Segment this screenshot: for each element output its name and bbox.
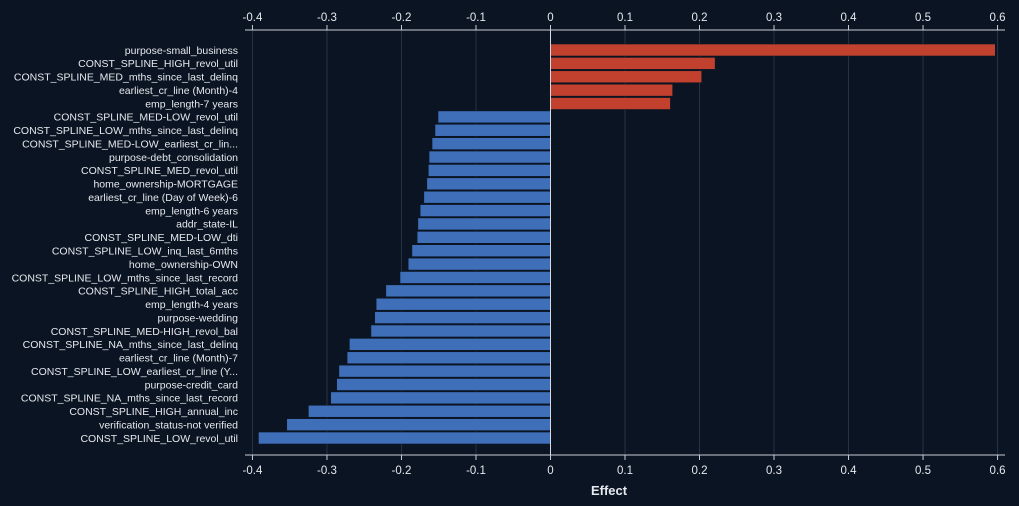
category-label: CONST_SPLINE_MED_revol_util — [81, 165, 238, 177]
x-axis-title: Effect — [591, 483, 628, 498]
bar — [286, 418, 551, 431]
bar — [417, 217, 551, 231]
category-label: CONST_SPLINE_MED_mths_since_last_delinq — [14, 72, 238, 84]
bar — [349, 338, 551, 351]
category-label: CONST_SPLINE_LOW_mths_since_last_delinq — [13, 125, 238, 137]
category-label: CONST_SPLINE_HIGH_annual_inc — [69, 406, 238, 418]
category-label: CONST_SPLINE_LOW_mths_since_last_record — [12, 272, 239, 284]
bar — [550, 97, 671, 110]
category-label: earliest_cr_line (Day of Week)-6 — [88, 192, 238, 204]
category-label: verification_status-not verified — [99, 419, 238, 431]
top-tick-label: -0.1 — [466, 12, 486, 24]
category-label: CONST_SPLINE_LOW_revol_util — [80, 433, 238, 445]
category-label: addr_state-IL — [176, 219, 238, 231]
bar — [338, 364, 551, 378]
category-label: CONST_SPLINE_LOW_inq_last_6mths — [52, 246, 238, 258]
bar — [428, 150, 551, 164]
category-label: CONST_SPLINE_HIGH_total_acc — [78, 286, 238, 298]
top-tick-label: -0.4 — [243, 12, 263, 24]
bar — [416, 231, 551, 244]
bottom-tick-label: 0.2 — [692, 465, 708, 477]
bottom-tick-label: 0.5 — [915, 465, 931, 477]
top-tick-label: 0.5 — [915, 12, 931, 24]
category-label: earliest_cr_line (Month)-4 — [119, 85, 238, 97]
top-tick-label: -0.2 — [392, 12, 412, 24]
category-label: home_ownership-OWN — [129, 259, 238, 271]
bottom-tick-label: 0.4 — [841, 465, 858, 477]
bottom-tick-label: 0.1 — [617, 465, 633, 477]
bottom-tick-label: 0.6 — [990, 465, 1006, 477]
bottom-tick-label: -0.1 — [466, 465, 486, 477]
bar — [336, 378, 551, 391]
bar — [411, 244, 551, 257]
category-label: home_ownership-MORTGAGE — [93, 179, 238, 191]
bottom-tick-label: 0 — [547, 465, 553, 477]
top-tick-label: 0.2 — [692, 12, 708, 24]
category-label: emp_length-7 years — [145, 98, 238, 110]
category-label: CONST_SPLINE_HIGH_revol_util — [78, 58, 238, 70]
bar — [434, 123, 551, 137]
bar — [550, 70, 703, 84]
top-tick-label: 0 — [547, 12, 553, 24]
bar — [427, 164, 551, 177]
category-label: CONST_SPLINE_NA_mths_since_last_record — [21, 393, 238, 405]
bar — [346, 351, 551, 365]
bar — [407, 257, 551, 271]
top-tick-label: 0.6 — [990, 12, 1006, 24]
category-label: purpose-wedding — [157, 312, 238, 324]
bar — [437, 110, 551, 124]
top-tick-label: -0.3 — [317, 12, 337, 24]
bar — [330, 391, 551, 405]
bottom-tick-label: -0.3 — [317, 465, 337, 477]
category-label: CONST_SPLINE_MED-LOW_earliest_cr_lin... — [22, 138, 238, 150]
category-label: CONST_SPLINE_LOW_earliest_cr_line (Y... — [31, 366, 238, 378]
bottom-tick-label: 0.3 — [766, 465, 782, 477]
bottom-tick-label: -0.2 — [392, 465, 412, 477]
bar — [375, 297, 551, 311]
category-label: CONST_SPLINE_NA_mths_since_last_delinq — [23, 339, 239, 351]
category-label: purpose-small_business — [125, 45, 238, 57]
bar — [423, 190, 551, 204]
category-labels: purpose-small_businessCONST_SPLINE_HIGH_… — [12, 45, 239, 445]
category-label: purpose-debt_consolidation — [109, 152, 238, 164]
bar — [385, 284, 551, 298]
category-label: emp_length-6 years — [145, 205, 238, 217]
bottom-tick-label: -0.4 — [243, 465, 263, 477]
bar — [308, 404, 551, 418]
category-label: earliest_cr_line (Month)-7 — [119, 353, 238, 365]
bar — [426, 177, 551, 191]
bar — [258, 431, 551, 445]
bar — [550, 57, 716, 70]
category-label: CONST_SPLINE_MED-HIGH_revol_bal — [51, 326, 238, 338]
category-label: purpose-credit_card — [145, 379, 239, 391]
top-tick-label: 0.4 — [841, 12, 858, 24]
category-label: CONST_SPLINE_MED-LOW_revol_util — [54, 112, 238, 124]
bar — [431, 137, 551, 150]
category-label: CONST_SPLINE_MED-LOW_dti — [85, 232, 238, 244]
bar — [550, 83, 673, 97]
bar — [374, 311, 551, 324]
top-tick-label: 0.1 — [617, 12, 633, 24]
bar — [370, 324, 551, 338]
bar — [419, 204, 551, 217]
category-label: emp_length-4 years — [145, 299, 238, 311]
bars-layer — [258, 43, 996, 445]
bar — [399, 271, 551, 284]
axis-layer: -0.4 -0.4 -0.3 -0.3 -0.2 -0.2 -0.1 -0.1 0 0 0.1 0.1… — [243, 12, 1006, 477]
top-tick-label: 0.3 — [766, 12, 782, 24]
bar — [550, 43, 996, 57]
